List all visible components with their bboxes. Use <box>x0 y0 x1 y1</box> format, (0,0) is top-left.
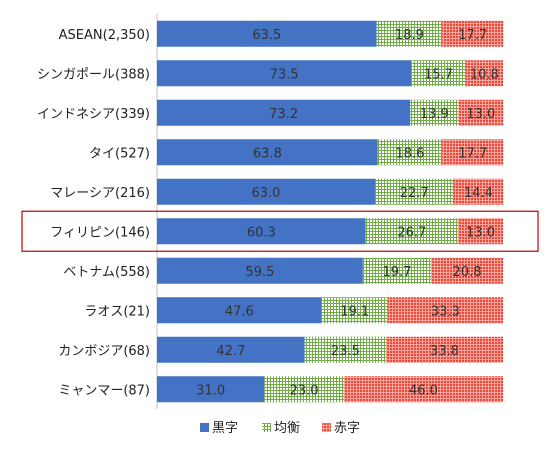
data-label: 47.6 <box>225 304 254 319</box>
category-label: ラオス(21) <box>84 304 150 319</box>
data-label: 22.7 <box>400 186 429 201</box>
data-label: 63.8 <box>253 146 282 161</box>
category-label: マレーシア(216) <box>50 186 150 201</box>
plot-area: ASEAN(2,350) 63.5 18.9 17.7 シンガポール(388) 73.5 1… <box>21 14 539 409</box>
bar-segment <box>374 178 454 205</box>
legend-label: 赤字 <box>334 421 360 436</box>
data-label: 73.2 <box>269 107 298 122</box>
data-label: 13.0 <box>466 225 495 240</box>
bar-segment <box>157 20 377 47</box>
legend-swatch <box>200 423 209 432</box>
bar-segment <box>343 376 503 403</box>
bar-segment <box>376 20 443 47</box>
legend-swatch <box>262 423 271 432</box>
category-label: ベトナム(558) <box>63 265 150 280</box>
data-label: 17.7 <box>458 28 487 43</box>
data-label: 23.0 <box>290 383 319 398</box>
data-label: 26.7 <box>397 225 426 240</box>
data-label: 60.3 <box>247 225 276 240</box>
category-label: カンボジア(68) <box>58 344 150 359</box>
data-label: 15.7 <box>424 67 453 82</box>
data-label: 46.0 <box>409 383 438 398</box>
bar-segment <box>465 60 503 87</box>
bar-segment <box>157 376 265 403</box>
bar-segment <box>458 218 503 245</box>
bar-segment <box>365 218 459 245</box>
data-label: 23.5 <box>331 344 360 359</box>
bar-segment <box>157 139 378 166</box>
legend-swatch <box>322 423 331 432</box>
data-label: 31.0 <box>196 383 225 398</box>
bar-segment <box>442 139 504 166</box>
bar-segment <box>157 60 412 87</box>
category-label: フィリピン(146) <box>50 225 150 240</box>
data-label: 73.5 <box>270 67 299 82</box>
category-label: ASEAN(2,350) <box>59 28 150 43</box>
category-label: インドネシア(339) <box>37 107 150 122</box>
bar-segment <box>362 257 432 284</box>
data-label: 42.7 <box>216 344 245 359</box>
bar-segment <box>157 336 305 363</box>
data-label: 19.7 <box>382 265 411 280</box>
data-label: 18.9 <box>395 28 424 43</box>
data-label: 33.3 <box>431 304 460 319</box>
bar-segment <box>157 297 322 324</box>
data-label: 13.9 <box>420 107 449 122</box>
bar-segment <box>387 297 503 324</box>
data-label: 63.5 <box>252 28 281 43</box>
bar-segment <box>386 336 503 363</box>
category-label: シンガポール(388) <box>37 67 150 82</box>
category-label: ミャンマー(87) <box>58 383 150 398</box>
bar-segment <box>410 99 459 126</box>
data-label: 13.0 <box>466 107 495 122</box>
data-label: 20.8 <box>453 265 482 280</box>
data-label: 63.0 <box>252 186 281 201</box>
bar-segment <box>157 218 366 245</box>
bar-segment <box>377 139 443 166</box>
legend: 黒字 均衡 赤字 <box>200 421 360 436</box>
bar-segment <box>431 257 503 284</box>
highlight-box <box>21 210 539 252</box>
data-label: 17.7 <box>458 146 487 161</box>
data-label: 10.8 <box>470 67 499 82</box>
data-label: 18.6 <box>395 146 424 161</box>
bar-segment <box>458 99 504 126</box>
bar-segment <box>264 376 344 403</box>
bar-segment <box>157 257 363 284</box>
bar-segment <box>321 297 388 324</box>
data-label: 19.1 <box>340 304 369 319</box>
category-label: タイ(527) <box>89 146 150 161</box>
bar-segment <box>157 178 375 205</box>
bar-segment <box>304 336 387 363</box>
bar-segment <box>411 60 466 87</box>
legend-label: 均衡 <box>274 421 300 436</box>
data-label: 33.8 <box>430 344 459 359</box>
bar-segment <box>157 99 411 126</box>
legend-label: 黒字 <box>212 421 238 436</box>
data-label: 14.4 <box>464 186 493 201</box>
data-label: 59.5 <box>245 265 274 280</box>
bar-segment <box>442 20 504 47</box>
bar-segment <box>453 178 504 205</box>
